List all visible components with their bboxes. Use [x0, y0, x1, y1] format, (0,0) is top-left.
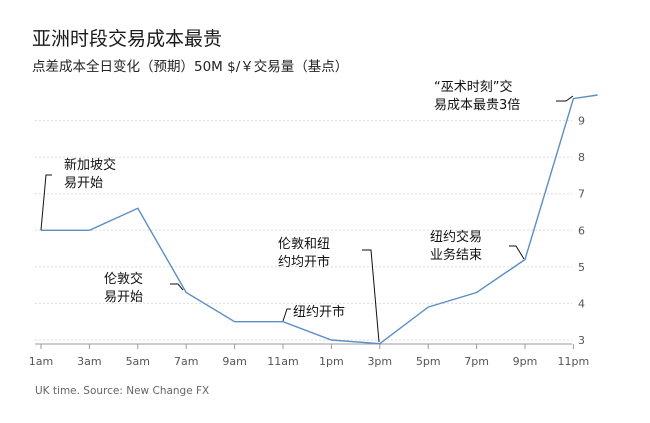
- annotation-line: 易成本最贵3倍: [434, 98, 520, 113]
- x-tick-label: 9pm: [513, 355, 538, 368]
- annotation-line: 新加坡交: [64, 157, 116, 173]
- annotation-label: 新加坡交易开始: [64, 157, 116, 191]
- annotation-leader: [170, 283, 184, 291]
- y-tick-label: 6: [578, 224, 585, 237]
- annotation-leader: [509, 245, 525, 260]
- annotation-label: “巫术时刻”交易成本最贵3倍: [434, 79, 520, 113]
- y-tick-label: 7: [578, 188, 585, 201]
- x-tick-label: 1pm: [319, 355, 344, 368]
- annotation-line: 纽约交易: [430, 229, 482, 245]
- x-tick-label: 1am: [29, 355, 53, 368]
- annotation-line: 伦敦和纽: [278, 236, 330, 252]
- annotation-line: “巫术时刻”交: [434, 79, 512, 95]
- y-tick-label: 4: [578, 297, 585, 310]
- annotation-line: 业务结束: [430, 247, 482, 263]
- x-tick-label: 5pm: [416, 355, 441, 368]
- annotation-line: 易开始: [64, 176, 103, 191]
- annotation-line: 伦敦交: [104, 271, 143, 287]
- annotation-leader: [282, 308, 291, 322]
- annotation-label: 纽约交易业务结束: [430, 229, 482, 263]
- annotation-line: 纽约开市: [293, 304, 345, 320]
- x-tick-label: 7am: [174, 355, 198, 368]
- y-tick-label: 9: [578, 115, 585, 128]
- annotation-leader: [40, 174, 52, 231]
- x-tick-label: 7pm: [464, 355, 489, 368]
- x-tick-label: 9am: [222, 355, 246, 368]
- annotation-leader: [362, 249, 380, 343]
- annotation-leader: [556, 95, 574, 102]
- annotation-label: 伦敦交易开始: [104, 271, 143, 305]
- annotation-label: 伦敦和纽约均开市: [278, 236, 330, 270]
- x-tick-label: 3am: [77, 355, 101, 368]
- x-tick-label: 5am: [126, 355, 150, 368]
- annotation-line: 约均开市: [278, 254, 330, 270]
- y-tick-label: 5: [578, 261, 585, 274]
- x-tick-label: 11am: [267, 355, 298, 368]
- chart-title: 亚洲时段交易成本最贵: [32, 28, 223, 50]
- annotation-label: 纽约开市: [293, 304, 345, 320]
- source-note: UK time. Source: New Change FX: [35, 385, 210, 397]
- y-tick-label: 8: [578, 151, 585, 164]
- x-tick-label: 11pm: [558, 355, 590, 368]
- x-tick-label: 3pm: [367, 355, 392, 368]
- y-tick-label: 3: [578, 334, 585, 347]
- annotation-line: 易开始: [104, 290, 143, 305]
- chart-subtitle: 点差成本全日变化（预期）50M $/￥交易量（基点）: [32, 59, 349, 75]
